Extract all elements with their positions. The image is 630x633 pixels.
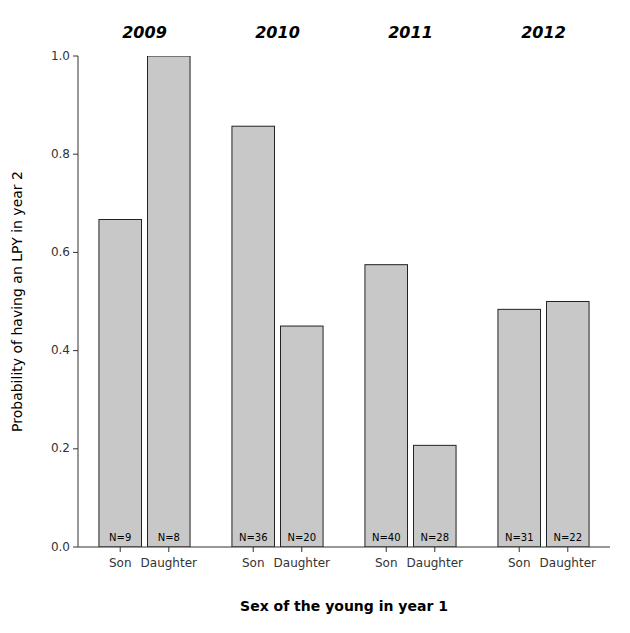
axes: 0.0 0.2 0.4 0.6 0.8 1.0 Son Son Son Son Daughter Da…: [51, 49, 610, 571]
x-axis-line: [78, 547, 610, 548]
y-tick: [73, 547, 78, 548]
y-tick: [73, 252, 78, 253]
x-tick: [519, 547, 520, 552]
bars: [99, 56, 589, 547]
x-tick-label: Daughter: [407, 556, 464, 570]
y-tick-label: 0.2: [51, 441, 70, 455]
n-label: N=20: [287, 532, 316, 543]
y-tick-label: 0.4: [51, 343, 70, 357]
group-label: 2010: [255, 23, 300, 42]
x-tick: [168, 547, 169, 552]
n-label: N=36: [239, 532, 268, 543]
n-label: N=40: [372, 532, 401, 543]
y-tick-label: 0.8: [51, 147, 70, 161]
n-label: N=9: [109, 532, 131, 543]
x-tick-label: Daughter: [540, 556, 597, 570]
group-label: 2011: [388, 23, 433, 42]
bar: [99, 220, 142, 547]
n-labels: N=9 N=36 N=40 N=31 N=8 N=20 N=28 N=22: [109, 532, 582, 543]
bar: [414, 445, 457, 547]
y-tick: [73, 350, 78, 351]
bar: [547, 302, 590, 548]
bar: [281, 326, 324, 547]
x-tick-label: Daughter: [141, 556, 198, 570]
bar: [365, 265, 408, 547]
bar: [148, 56, 191, 547]
x-tick-label: Son: [508, 556, 531, 570]
n-label: N=8: [158, 532, 180, 543]
x-tick: [567, 547, 568, 552]
x-tick: [253, 547, 254, 552]
n-label: N=31: [505, 532, 534, 543]
group-label: 2012: [521, 23, 566, 42]
y-tick: [73, 154, 78, 155]
x-tick-label: Son: [242, 556, 265, 570]
n-label: N=22: [553, 532, 582, 543]
chart: N=9N=36N=40N=31N=8N=20N=28N=220.00.20.40…: [0, 0, 630, 633]
y-tick-label: 0.0: [51, 540, 70, 554]
x-tick-label: Daughter: [274, 556, 331, 570]
x-tick: [301, 547, 302, 552]
bar: [498, 309, 541, 547]
y-tick: [73, 56, 78, 57]
x-tick-label: Son: [109, 556, 132, 570]
y-tick: [73, 448, 78, 449]
y-tick-label: 1.0: [51, 49, 70, 63]
y-axis-line: [78, 56, 79, 547]
chart-container: N=9N=36N=40N=31N=8N=20N=28N=220.00.20.40…: [0, 0, 630, 633]
x-tick: [386, 547, 387, 552]
y-axis-label: Probability of having an LPY in year 2: [9, 171, 25, 432]
y-tick-label: 0.6: [51, 245, 70, 259]
n-label: N=28: [420, 532, 449, 543]
x-tick-label: Son: [375, 556, 398, 570]
x-tick: [120, 547, 121, 552]
group-label: 2009: [122, 23, 167, 42]
bar: [232, 126, 275, 547]
x-tick: [434, 547, 435, 552]
x-axis-label: Sex of the young in year 1: [240, 598, 448, 614]
